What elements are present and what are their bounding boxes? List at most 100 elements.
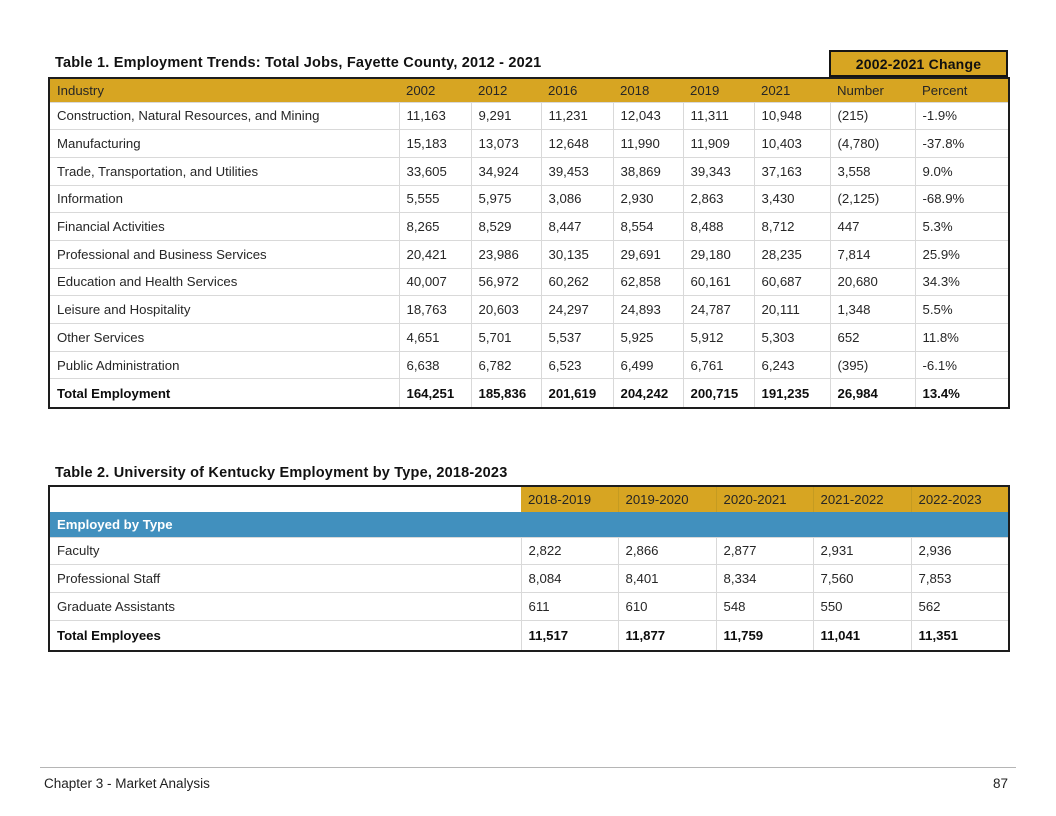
cell-value: 11,163 bbox=[398, 101, 471, 130]
table-row: Education and Health Services 40,007 56,97… bbox=[49, 267, 1009, 296]
column-header: 2012 bbox=[471, 78, 541, 102]
cell-value: 60,262 bbox=[540, 267, 613, 296]
cell-value: 60,687 bbox=[753, 267, 830, 296]
cell-value: 56,972 bbox=[470, 267, 541, 296]
table2-title: Table 2. University of Kentucky Employme… bbox=[55, 465, 508, 481]
cell-value: 191,235 bbox=[753, 378, 830, 408]
cell-value: 6,638 bbox=[398, 350, 471, 379]
cell-value: 20,421 bbox=[398, 239, 471, 269]
cell-value: 3,086 bbox=[540, 184, 613, 213]
cell-value: 15,183 bbox=[398, 129, 471, 158]
row-label: Professional Staff bbox=[49, 564, 521, 593]
table-row: Trade, Transportation, and Utilities 33,6… bbox=[49, 156, 1009, 186]
section-band-row: Employed by Type bbox=[49, 512, 1009, 537]
cell-value: 7,814 bbox=[829, 239, 915, 269]
cell-value: (2,125) bbox=[829, 184, 915, 213]
table-row: Information 5,555 5,975 3,086 2,930 2,863 3,43… bbox=[49, 184, 1009, 213]
row-label: Construction, Natural Resources, and Min… bbox=[49, 101, 399, 130]
cell-value: 11,517 bbox=[520, 619, 618, 652]
cell-value: 8,447 bbox=[540, 212, 613, 241]
cell-value: 5,701 bbox=[470, 323, 541, 352]
cell-value: 5.5% bbox=[914, 295, 1009, 324]
table-row: Graduate Assistants 611 610 548 550 562 bbox=[49, 591, 1009, 621]
table1-change-group-header: 2002-2021 Change bbox=[829, 50, 1008, 77]
table-row: Professional Staff 8,084 8,401 8,334 7,560 7,… bbox=[49, 564, 1009, 593]
cell-value: (215) bbox=[829, 101, 915, 130]
cell-value: -68.9% bbox=[914, 184, 1009, 213]
cell-value: 29,691 bbox=[612, 239, 683, 269]
footer-chapter-label: Chapter 3 - Market Analysis bbox=[44, 776, 210, 791]
cell-value: 8,488 bbox=[682, 212, 754, 241]
cell-value: 34,924 bbox=[470, 156, 541, 186]
cell-value: 13.4% bbox=[914, 378, 1009, 408]
cell-value: 8,554 bbox=[612, 212, 683, 241]
cell-value: 8,334 bbox=[715, 564, 813, 593]
table2-body: Employed by Type Faculty 2,822 2,866 2,877 2… bbox=[49, 512, 1009, 652]
cell-value: 2,931 bbox=[812, 536, 911, 565]
table1-header: Industry 2002 2012 2016 2018 2019 2021 Number Pe… bbox=[49, 78, 1009, 102]
cell-value: 5,975 bbox=[470, 184, 541, 213]
column-header: 2022-2023 bbox=[910, 486, 1009, 512]
cell-value: 201,619 bbox=[540, 378, 613, 408]
row-label: Faculty bbox=[49, 536, 521, 565]
row-label: Information bbox=[49, 184, 399, 213]
column-header: Number bbox=[830, 78, 915, 102]
cell-value: 200,715 bbox=[682, 378, 754, 408]
cell-value: 24,787 bbox=[682, 295, 754, 324]
cell-value: 38,869 bbox=[612, 156, 683, 186]
header-row: Industry 2002 2012 2016 2018 2019 2021 Number Pe… bbox=[49, 78, 1009, 102]
cell-value: 5,555 bbox=[398, 184, 471, 213]
cell-value: -37.8% bbox=[914, 129, 1009, 158]
cell-value: 8,712 bbox=[753, 212, 830, 241]
column-header: 2018-2019 bbox=[521, 486, 618, 512]
cell-value: 6,782 bbox=[470, 350, 541, 379]
table-row: Faculty 2,822 2,866 2,877 2,931 2,936 bbox=[49, 536, 1009, 565]
cell-value: 8,265 bbox=[398, 212, 471, 241]
column-header: 2021-2022 bbox=[812, 486, 911, 512]
cell-value: 185,836 bbox=[470, 378, 541, 408]
cell-value: 4,651 bbox=[398, 323, 471, 352]
table1-body: Construction, Natural Resources, and Min… bbox=[49, 101, 1009, 408]
total-row: Total Employment 164,251 185,836 201,619 204… bbox=[49, 378, 1009, 408]
table-row: Leisure and Hospitality 18,763 20,603 24,29… bbox=[49, 295, 1009, 324]
cell-value: 164,251 bbox=[398, 378, 471, 408]
cell-value: 548 bbox=[715, 591, 813, 621]
table-row: Public Administration 6,638 6,782 6,523 6,49… bbox=[49, 350, 1009, 379]
uk-employment-table: 2018-2019 2019-2020 2020-2021 2021-2022 2022… bbox=[48, 485, 1010, 653]
cell-value: 9.0% bbox=[914, 156, 1009, 186]
cell-value: 20,603 bbox=[470, 295, 541, 324]
cell-value: 6,761 bbox=[682, 350, 754, 379]
cell-value: 204,242 bbox=[612, 378, 683, 408]
cell-value: -1.9% bbox=[914, 101, 1009, 130]
table2-section: Table 2. University of Kentucky Employme… bbox=[48, 462, 1010, 653]
cell-value: 8,401 bbox=[617, 564, 716, 593]
table1-titlebar: Table 1. Employment Trends: Total Jobs, … bbox=[48, 50, 1008, 77]
cell-value: 29,180 bbox=[682, 239, 754, 269]
cell-value: 610 bbox=[617, 591, 716, 621]
cell-value: 8,529 bbox=[470, 212, 541, 241]
cell-value: 611 bbox=[520, 591, 618, 621]
cell-value: 550 bbox=[812, 591, 911, 621]
cell-value: 60,161 bbox=[682, 267, 754, 296]
row-label: Manufacturing bbox=[49, 129, 399, 158]
total-row: Total Employees 11,517 11,877 11,759 11,041 1… bbox=[49, 619, 1009, 652]
cell-value: 6,499 bbox=[612, 350, 683, 379]
row-label: Total Employees bbox=[49, 619, 521, 652]
cell-value: 39,343 bbox=[682, 156, 754, 186]
employment-trends-table: Industry 2002 2012 2016 2018 2019 2021 Number Pe… bbox=[48, 77, 1010, 409]
footer-page-number: 87 bbox=[992, 776, 1008, 791]
table-row: Construction, Natural Resources, and Min… bbox=[49, 101, 1009, 130]
cell-value: 39,453 bbox=[540, 156, 613, 186]
cell-value: 2,866 bbox=[617, 536, 716, 565]
row-label: Financial Activities bbox=[49, 212, 399, 241]
cell-value: 11,877 bbox=[617, 619, 716, 652]
cell-value: 2,877 bbox=[715, 536, 813, 565]
cell-value: 562 bbox=[910, 591, 1009, 621]
column-header: 2018 bbox=[613, 78, 683, 102]
cell-value: 7,560 bbox=[812, 564, 911, 593]
cell-value: 11,759 bbox=[715, 619, 813, 652]
cell-value: 11,311 bbox=[682, 101, 754, 130]
table2-header: 2018-2019 2019-2020 2020-2021 2021-2022 2022… bbox=[49, 486, 1009, 512]
row-label: Education and Health Services bbox=[49, 267, 399, 296]
cell-value: 34.3% bbox=[914, 267, 1009, 296]
